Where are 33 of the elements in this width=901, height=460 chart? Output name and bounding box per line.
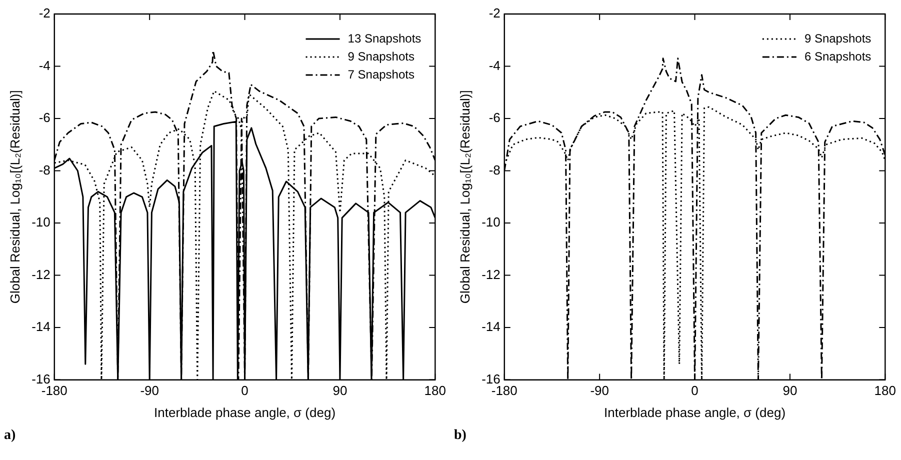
- y-tick-label: -14: [482, 319, 500, 334]
- x-tick-label: 180: [874, 383, 896, 398]
- x-tick-label: 0: [691, 383, 698, 398]
- x-tick-label: 90: [332, 383, 348, 398]
- x-axis-title: Interblade phase angle, σ (deg): [604, 404, 786, 420]
- text: b): [454, 428, 466, 444]
- legend-label: 7 Snapshots: [348, 67, 414, 82]
- x-tick-label: 0: [241, 383, 248, 398]
- y-tick-label: -2: [38, 6, 50, 21]
- x-tick-label: 90: [782, 383, 798, 398]
- text: a): [4, 428, 16, 444]
- y-tick-label: -6: [38, 110, 50, 126]
- x-axis-title: Interblade phase angle, σ (deg): [154, 404, 336, 420]
- legend-label: 6 Snapshots: [804, 49, 872, 64]
- y-tick-label: -6: [488, 110, 500, 126]
- y-tick-label: -12: [32, 266, 50, 282]
- legend-label: 9 Snapshots: [804, 31, 872, 46]
- x-tick-label: -90: [140, 383, 159, 398]
- legend-label: 13 Snapshots: [348, 31, 422, 46]
- y-tick-label: -10: [32, 214, 50, 230]
- x-tick-label: 180: [424, 383, 446, 398]
- y-axis-title: Global Residual, Log₁₀[(L₂(Residual)]: [457, 90, 472, 304]
- y-axis-title: Global Residual, Log₁₀[(L₂(Residual)]: [7, 90, 22, 304]
- x-tick-label: -90: [590, 383, 609, 398]
- y-tick-label: -10: [482, 214, 500, 230]
- legend-label: 9 Snapshots: [348, 49, 414, 64]
- y-tick-label: -8: [38, 162, 50, 178]
- y-tick-label: -2: [488, 6, 500, 21]
- y-tick-label: -4: [488, 58, 500, 73]
- y-tick-label: -14: [32, 319, 50, 334]
- y-tick-label: -12: [482, 266, 500, 282]
- y-tick-label: -8: [488, 162, 500, 178]
- y-tick-label: -4: [38, 58, 50, 73]
